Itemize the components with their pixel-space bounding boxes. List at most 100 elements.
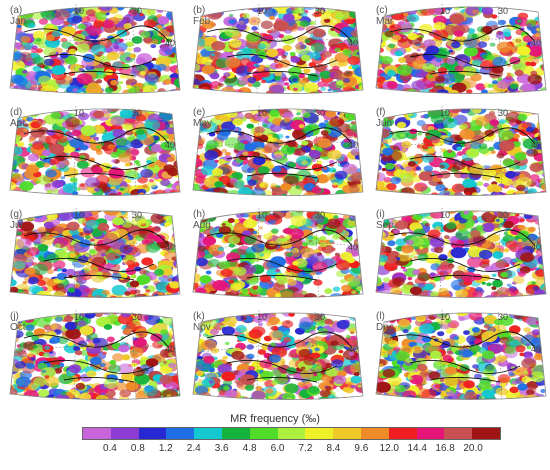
colorbar-swatch (333, 428, 361, 439)
coastline (23, 229, 170, 281)
panel-label: (d) (10, 107, 23, 118)
map-field (375, 3, 547, 95)
map-field (9, 207, 181, 299)
colorbar-swatch (388, 428, 417, 439)
map-field (9, 3, 181, 95)
map-panel-apr: (d) Apr 10 30 40 (4, 104, 184, 207)
map-panel-jan: (a) Jan 10 30 40 (4, 2, 184, 105)
panel-label: (l) (376, 311, 385, 322)
lon-30-label: 30 (132, 108, 143, 118)
coastline (206, 229, 353, 281)
colorbar-swatch (166, 428, 195, 439)
colorbar-swatch (444, 428, 473, 439)
colorbar-title: MR frequency (‰) (230, 413, 320, 425)
lat-40-label: 40 (165, 140, 176, 150)
lon-10-label: 10 (257, 6, 268, 16)
panel-month: Aug (193, 220, 211, 231)
map-panel-oct: (j) Oct 10 30 40 (4, 308, 184, 411)
colorbar-swatch (277, 428, 306, 439)
colorbar-swatch (83, 428, 111, 439)
map-field (192, 3, 364, 95)
map-panel-sep: (i) Sep 10 30 40 (370, 206, 550, 309)
lat-40-label: 40 (348, 38, 359, 48)
map-field (9, 105, 181, 197)
map-field (375, 309, 547, 401)
colorbar-swatch (360, 428, 389, 439)
colorbar-tick-label: 0.8 (130, 443, 145, 454)
lon-10-label: 10 (440, 6, 451, 16)
map-field (375, 105, 547, 197)
colorbar-tick-label: 8.4 (326, 443, 341, 454)
colorbar-swatch (138, 428, 167, 439)
coastline (206, 331, 353, 383)
lat-40-label: 40 (531, 140, 542, 150)
colorbar (82, 427, 501, 440)
lon-10-label: 10 (257, 210, 268, 220)
panel-month: Jul (10, 220, 23, 231)
lon-30-label: 30 (315, 6, 326, 16)
lon-30-label: 30 (498, 312, 509, 322)
lon-30-label: 30 (498, 108, 509, 118)
lon-30-label: 30 (132, 210, 143, 220)
panel-label: (i) (376, 209, 385, 220)
coastline (389, 127, 536, 179)
panel-month: Jun (376, 118, 393, 129)
panel-month: Sep (376, 220, 394, 231)
map-field (9, 309, 181, 401)
panel-label: (c) (376, 5, 388, 16)
panel-label: (k) (193, 311, 205, 322)
colorbar-tick-label: 3.6 (214, 443, 229, 454)
coastline (389, 25, 536, 77)
lat-40-label: 40 (531, 38, 542, 48)
colorbar-swatch (305, 428, 334, 439)
colorbar-swatch (416, 428, 445, 439)
colorbar-tick-label: 6.0 (270, 443, 285, 454)
lat-40-label: 40 (165, 38, 176, 48)
lat-40-label: 40 (165, 242, 176, 252)
panel-label: (e) (193, 107, 206, 118)
lon-10-label: 10 (257, 108, 268, 118)
panel-label: (h) (193, 209, 206, 220)
panel-label: (a) (10, 5, 23, 16)
colorbar-swatch (249, 428, 278, 439)
colorbar-swatch (221, 428, 250, 439)
map-panel-mar: (c) Mar 10 30 40 (370, 2, 550, 105)
colorbar-tick-label: 1.2 (158, 443, 173, 454)
map-panel-jun: (f) Jun 10 30 40 (370, 104, 550, 207)
lon-30-label: 30 (498, 210, 509, 220)
colorbar-swatch (110, 428, 139, 439)
panel-label: (j) (10, 311, 19, 322)
coastline (206, 25, 353, 77)
colorbar-ticks: 0.4 0.8 1.2 2.4 3.6 4.8 6.0 7.2 8.4 9.6 12.0 14.4 16… (82, 443, 501, 457)
lon-30-label: 30 (315, 210, 326, 220)
lon-30-label: 30 (315, 312, 326, 322)
lon-10-label: 10 (440, 210, 451, 220)
map-field (192, 207, 364, 299)
map-panel-feb: (b) Feb 10 30 40 (187, 2, 367, 105)
coastline (23, 331, 170, 383)
panel-month: May (193, 118, 212, 129)
map-panel-nov: (k) Nov 10 30 40 (187, 308, 367, 411)
lon-10-label: 10 (74, 6, 85, 16)
lon-30-label: 30 (132, 312, 143, 322)
colorbar-swatch (194, 428, 222, 439)
coastline (389, 229, 536, 281)
panel-label: (f) (376, 107, 386, 118)
panel-month: Dec (376, 322, 394, 333)
coastline (23, 25, 170, 77)
map-panel-jul: (g) Jul 10 30 40 (4, 206, 184, 309)
coastline (23, 127, 170, 179)
panel-month: Feb (193, 16, 211, 27)
lon-10-label: 10 (440, 312, 451, 322)
lon-10-label: 10 (74, 108, 85, 118)
lon-10-label: 10 (440, 108, 451, 118)
panel-month: Mar (376, 16, 394, 27)
colorbar-tick-label: 2.4 (186, 443, 201, 454)
colorbar-swatch (472, 428, 500, 439)
lat-40-label: 40 (165, 344, 176, 354)
panel-label: (b) (193, 5, 206, 16)
lon-30-label: 30 (132, 6, 143, 16)
colorbar-tick-label: 4.8 (242, 443, 257, 454)
lat-40-label: 40 (348, 140, 359, 150)
lat-40-label: 40 (531, 242, 542, 252)
